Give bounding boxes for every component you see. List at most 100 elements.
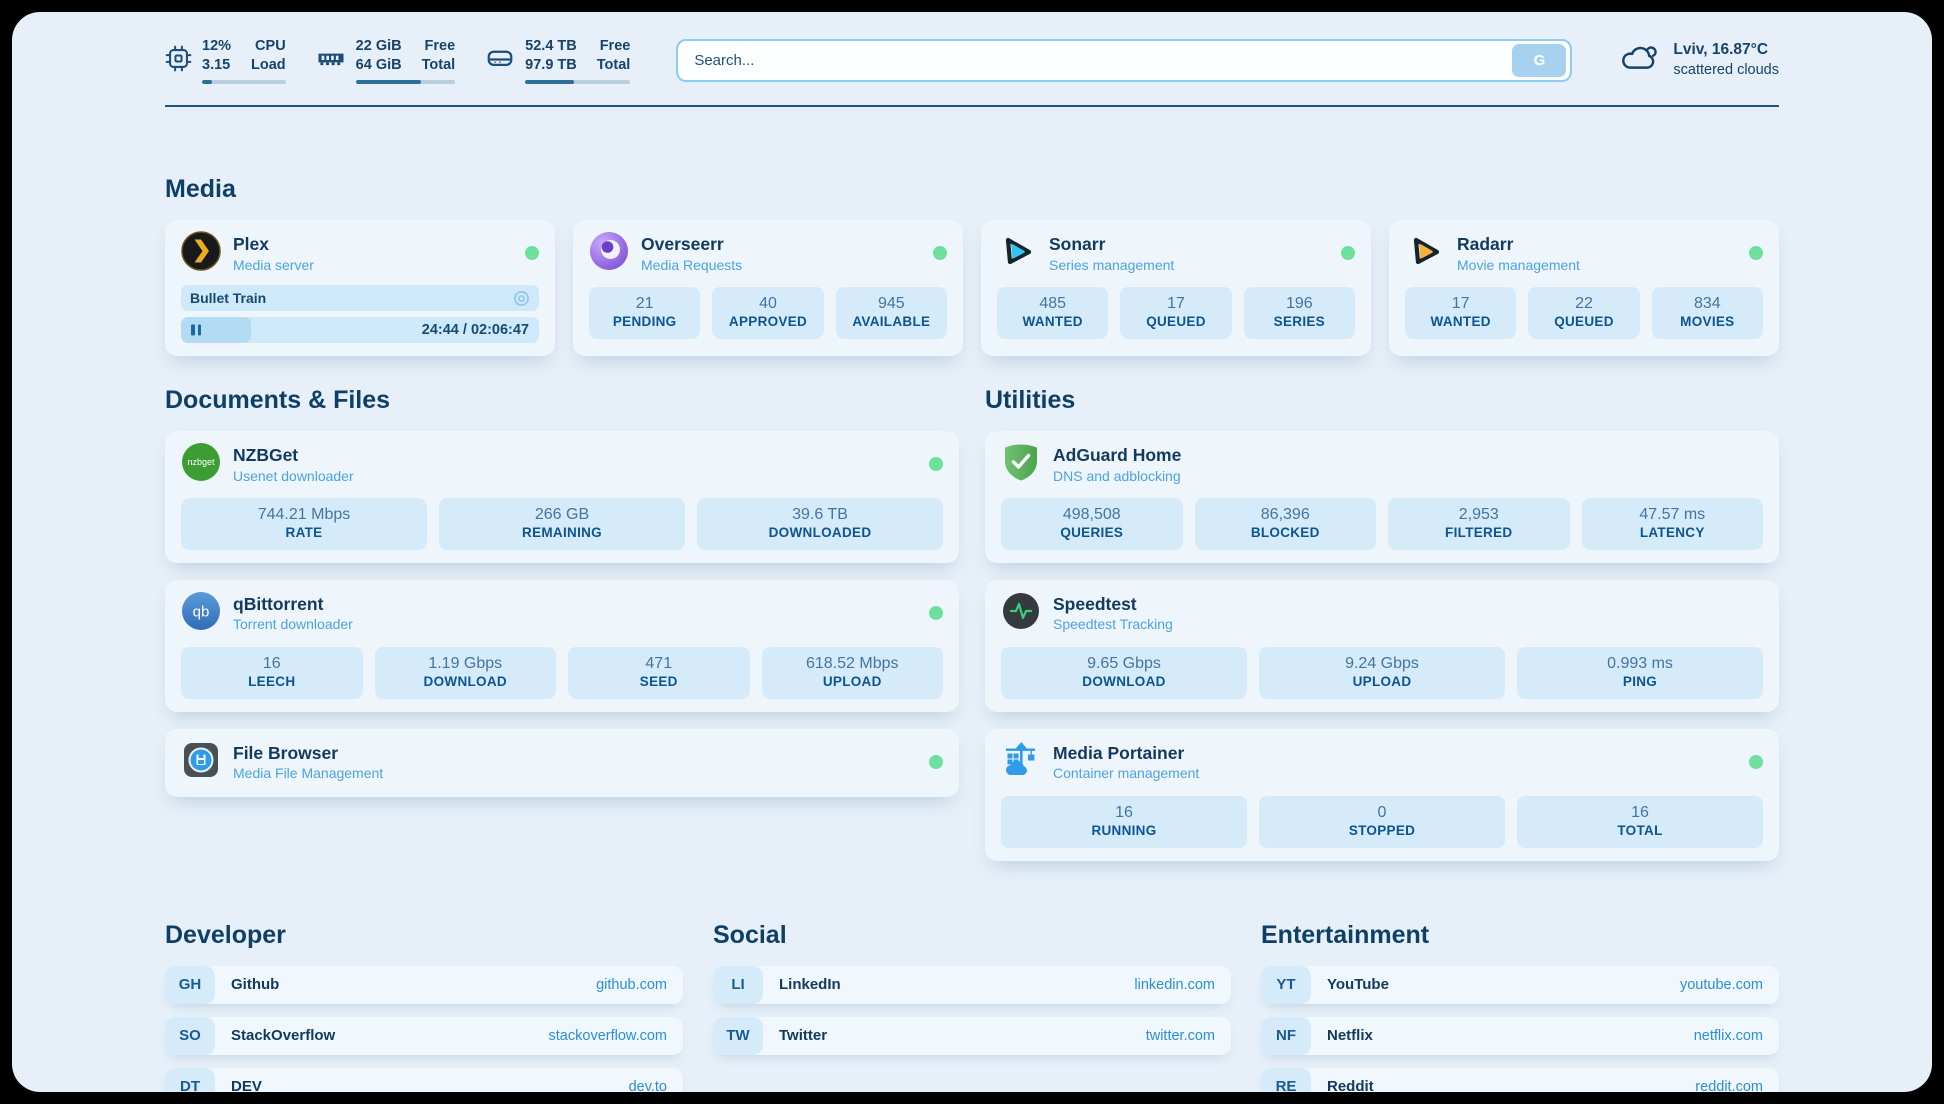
cpu-icon	[165, 45, 192, 77]
disk-progress-fill	[525, 80, 574, 85]
search-input[interactable]	[694, 52, 1513, 70]
cpu-usage-value: 12%	[202, 38, 232, 54]
stat-tile: 945 AVAILABLE	[835, 287, 947, 340]
link-abbr-badge: DT	[165, 1067, 215, 1092]
card-overseerr[interactable]: Overseerr Media Requests 21 PENDING 40 A…	[573, 220, 963, 357]
cpu-load-value: 3.15	[202, 57, 231, 74]
stat-tile: 471 SEED	[568, 647, 750, 699]
status-dot	[929, 755, 943, 769]
app-name: qBittorrent	[233, 593, 324, 614]
search-engine-button[interactable]: G	[1512, 44, 1567, 78]
app-subtitle: Speedtest Tracking	[1053, 616, 1173, 633]
stat-tile: 86,396 BLOCKED	[1194, 498, 1376, 551]
card-filebrowser[interactable]: File Browser Media File Management	[165, 729, 959, 797]
app-name: Plex	[233, 233, 269, 254]
card-portainer[interactable]: Media Portainer Container management 16 …	[985, 729, 1779, 861]
cloud-icon	[1618, 37, 1660, 84]
card-radarr[interactable]: Radarr Movie management 17 WANTED 22 QUE…	[1389, 220, 1779, 357]
stat-tile: 834 MOVIES	[1651, 287, 1763, 340]
link-stackoverflow[interactable]: SO StackOverflow stackoverflow.com	[165, 1016, 683, 1055]
stat-tile: 39.6 TB DOWNLOADED	[697, 498, 943, 551]
ram-progress-fill	[355, 80, 422, 85]
cpu-label: CPU	[255, 38, 286, 54]
disk-icon	[485, 43, 515, 78]
link-dev[interactable]: DT DEV dev.to	[165, 1067, 683, 1092]
app-name: Overseerr	[641, 233, 724, 254]
ram-free-value: 22 GiB	[355, 38, 402, 54]
speedtest-icon	[1001, 591, 1041, 636]
nzbget-icon: nzbget	[181, 442, 221, 487]
weather-location-temp: Lviv, 16.87°C	[1673, 41, 1769, 59]
app-subtitle: DNS and adblocking	[1053, 467, 1181, 484]
link-abbr-badge: LI	[713, 965, 763, 1004]
card-sonarr[interactable]: Sonarr Series management 485 WANTED 17 Q…	[981, 220, 1371, 357]
stat-tile: 17 WANTED	[1405, 287, 1517, 340]
status-dot	[933, 246, 947, 261]
ram-icon	[316, 43, 346, 78]
system-stats: 12% 3.15 CPU Load	[165, 37, 631, 85]
link-abbr-badge: GH	[165, 965, 215, 1004]
app-name: File Browser	[233, 742, 339, 763]
disk-total-label: Total	[596, 57, 631, 74]
card-adguard[interactable]: AdGuard Home DNS and adblocking 498,508 …	[985, 431, 1779, 564]
link-github[interactable]: GH Github github.com	[165, 965, 683, 1004]
disk-free-label: Free	[599, 38, 631, 54]
section-title-developer: Developer	[165, 920, 286, 949]
stat-tile: 196 SERIES	[1243, 287, 1355, 340]
status-dot	[1749, 246, 1763, 261]
card-qbittorrent[interactable]: qb qBittorrent Torrent downloader 16 LEE…	[165, 580, 959, 712]
entertainment-section: Entertainment YT YouTube youtube.com NF …	[1261, 921, 1779, 1092]
card-speedtest[interactable]: Speedtest Speedtest Tracking 9.65 Gbps D…	[985, 580, 1779, 712]
link-linkedin[interactable]: LI LinkedIn linkedin.com	[713, 965, 1231, 1004]
stat-tile: 485 WANTED	[997, 287, 1109, 340]
app-name: Radarr	[1457, 233, 1514, 254]
disk-free-value: 52.4 TB	[525, 38, 577, 54]
disk-progress-bar	[525, 80, 631, 85]
card-nzbget[interactable]: nzbget NZBGet Usenet downloader 744.21 M…	[165, 431, 959, 564]
disk-total-value: 97.9 TB	[525, 57, 577, 74]
app-name: NZBGet	[233, 444, 299, 465]
overseerr-icon	[589, 231, 629, 276]
ram-progress-bar	[355, 80, 456, 85]
link-youtube[interactable]: YT YouTube youtube.com	[1261, 965, 1779, 1004]
app-subtitle: Series management	[1049, 256, 1175, 273]
app-name: Media Portainer	[1053, 742, 1185, 763]
stat-tile: 16 RUNNING	[1001, 796, 1247, 848]
social-section: Social LI LinkedIn linkedin.com TW Twitt…	[713, 921, 1231, 1055]
svg-text:nzbget: nzbget	[187, 457, 215, 467]
link-netflix[interactable]: NF Netflix netflix.com	[1261, 1016, 1779, 1055]
app-subtitle: Movie management	[1457, 256, 1580, 273]
link-abbr-badge: SO	[165, 1016, 215, 1055]
app-name: Speedtest	[1053, 593, 1137, 614]
media-grid: Plex Media server Bullet Train 24:44 / 0…	[165, 220, 1779, 357]
link-reddit[interactable]: RE Reddit reddit.com	[1261, 1067, 1779, 1092]
radarr-icon	[1405, 231, 1445, 276]
ram-stat: 22 GiB 64 GiB Free Total	[316, 37, 456, 85]
status-dot	[1341, 246, 1355, 261]
app-subtitle: Container management	[1053, 765, 1200, 782]
card-plex[interactable]: Plex Media server Bullet Train 24:44 / 0…	[165, 220, 555, 357]
section-title-media: Media	[165, 175, 236, 204]
now-playing-row: Bullet Train	[181, 285, 539, 312]
utilities-column: Utilities	[985, 386, 1779, 861]
link-twitter[interactable]: TW Twitter twitter.com	[713, 1016, 1231, 1055]
search-bar: G	[676, 39, 1573, 83]
filebrowser-icon	[181, 740, 221, 785]
weather-condition: scattered clouds	[1673, 62, 1779, 79]
status-dot	[525, 246, 539, 261]
playback-progress-bar: 24:44 / 02:06:47	[181, 317, 539, 344]
stat-tile: 9.24 Gbps UPLOAD	[1259, 647, 1505, 699]
app-subtitle: Media server	[233, 256, 314, 273]
playback-time: 24:44 / 02:06:47	[421, 322, 529, 339]
plex-icon	[181, 231, 221, 276]
section-title-entertainment: Entertainment	[1261, 920, 1430, 949]
qbittorrent-icon: qb	[181, 591, 221, 636]
pause-icon	[191, 324, 201, 336]
sonarr-icon	[997, 231, 1037, 276]
disk-stat: 52.4 TB 97.9 TB Free Total	[485, 37, 631, 85]
stat-tile: 618.52 Mbps UPLOAD	[761, 647, 943, 699]
ram-total-label: Total	[421, 57, 456, 74]
cast-icon	[513, 290, 530, 307]
adguard-icon	[1001, 442, 1041, 487]
status-dot	[929, 606, 943, 621]
